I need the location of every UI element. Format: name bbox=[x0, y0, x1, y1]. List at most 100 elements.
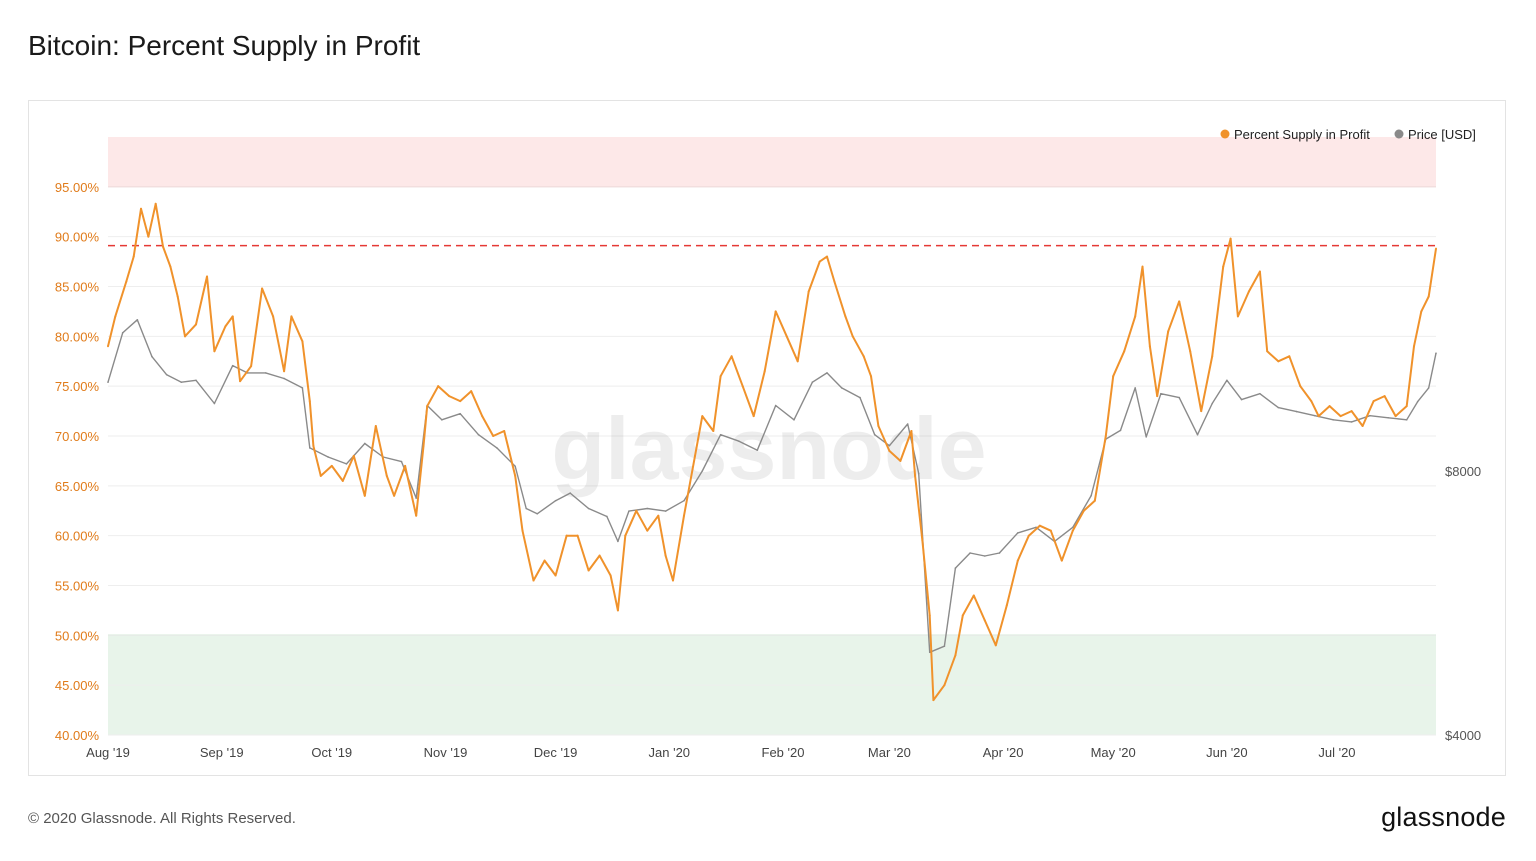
y-right-tick-label: $4000 bbox=[1445, 728, 1481, 743]
profit-point bbox=[352, 454, 355, 457]
profit-point bbox=[693, 454, 696, 457]
legend-marker bbox=[1394, 129, 1404, 139]
profit-point bbox=[107, 345, 109, 348]
price-point bbox=[906, 423, 909, 425]
price-point bbox=[1427, 387, 1430, 389]
y-tick-label: 75.00% bbox=[55, 379, 100, 394]
profit-point bbox=[785, 335, 788, 338]
profit-point bbox=[147, 235, 150, 238]
price-point bbox=[1226, 379, 1228, 382]
profit-point bbox=[1361, 425, 1364, 428]
profit-point bbox=[404, 464, 407, 467]
profit-point bbox=[833, 280, 836, 283]
price-point bbox=[136, 318, 139, 321]
profit-point bbox=[943, 684, 946, 687]
price-point bbox=[793, 419, 795, 421]
price-point bbox=[1295, 410, 1298, 413]
price-point bbox=[1211, 402, 1214, 405]
profit-point bbox=[1229, 237, 1232, 240]
profit-point bbox=[609, 574, 612, 577]
profit-point bbox=[272, 315, 275, 318]
profit-point bbox=[763, 370, 766, 373]
price-point bbox=[1072, 526, 1074, 529]
profit-point bbox=[301, 340, 304, 343]
price-point bbox=[774, 404, 777, 407]
profit-point bbox=[851, 335, 854, 338]
price-point bbox=[1277, 406, 1280, 409]
profit-point bbox=[1339, 415, 1342, 418]
price-point bbox=[569, 492, 572, 494]
y-tick-label: 60.00% bbox=[55, 529, 100, 544]
price-point bbox=[738, 440, 740, 443]
price-point bbox=[213, 402, 216, 405]
price-point bbox=[1134, 387, 1136, 389]
profit-point bbox=[1027, 534, 1030, 537]
price-point bbox=[756, 449, 759, 451]
legend-marker bbox=[1220, 129, 1230, 139]
profit-point bbox=[283, 370, 286, 373]
profit-point bbox=[195, 323, 198, 326]
profit-point bbox=[1049, 529, 1052, 532]
price-point bbox=[1405, 419, 1408, 421]
profit-point bbox=[664, 554, 667, 557]
legend-item-profit: Percent Supply in Profit bbox=[1220, 127, 1370, 142]
price-point bbox=[1016, 532, 1019, 534]
y-tick-label: 65.00% bbox=[55, 479, 100, 494]
copyright-text: © 2020 Glassnode. All Rights Reserved. bbox=[28, 810, 296, 827]
chart-svg: 40.00% 45.00% 50.00% 55.00% 60.00% 65.00% 70.0… bbox=[55, 127, 1481, 760]
profit-point bbox=[154, 202, 157, 205]
price-point bbox=[811, 381, 814, 384]
profit-point bbox=[437, 385, 440, 388]
price-point bbox=[283, 377, 285, 380]
profit-point bbox=[448, 395, 451, 398]
profit-point bbox=[1405, 405, 1408, 408]
profit-point bbox=[554, 574, 557, 577]
profit-point bbox=[132, 255, 135, 258]
profit-point bbox=[1141, 265, 1144, 268]
price-point bbox=[231, 364, 234, 367]
profit-point bbox=[239, 380, 242, 383]
profit-point bbox=[877, 425, 880, 428]
profit-point bbox=[983, 619, 986, 622]
profit-point bbox=[514, 474, 517, 477]
profit-point bbox=[224, 325, 227, 328]
profit-point bbox=[914, 474, 917, 477]
x-tick-label: Jun '20 bbox=[1206, 745, 1248, 760]
profit-point bbox=[565, 534, 568, 537]
profit-point bbox=[532, 579, 535, 582]
legend: Percent Supply in Profit Price [USD] bbox=[1220, 127, 1476, 142]
price-point bbox=[664, 510, 667, 512]
profit-point bbox=[312, 444, 315, 447]
profit-point bbox=[752, 415, 755, 418]
price-point bbox=[1369, 414, 1371, 417]
profit-point bbox=[290, 315, 293, 318]
price-point bbox=[121, 331, 124, 334]
x-tick-label: May '20 bbox=[1091, 745, 1136, 760]
legend-label: Percent Supply in Profit bbox=[1234, 127, 1370, 142]
profit-point bbox=[261, 287, 264, 290]
price-point bbox=[888, 444, 891, 447]
brand-logo: glassnode bbox=[1381, 802, 1506, 832]
profit-point bbox=[1123, 350, 1126, 353]
profit-point bbox=[1071, 529, 1074, 532]
profit-point bbox=[774, 310, 777, 313]
price-point bbox=[646, 507, 649, 510]
y-tick-label: 55.00% bbox=[55, 579, 100, 594]
price-point bbox=[165, 373, 168, 376]
profit-point bbox=[415, 514, 418, 517]
profit-point bbox=[1435, 247, 1437, 250]
y-tick-label: 70.00% bbox=[55, 429, 100, 444]
profit-point bbox=[492, 435, 495, 437]
profit-point bbox=[1082, 509, 1085, 512]
profit-point bbox=[1148, 345, 1151, 348]
profit-point bbox=[1211, 355, 1214, 358]
price-point bbox=[415, 497, 417, 499]
price-point bbox=[1435, 352, 1437, 354]
price-point bbox=[1314, 414, 1316, 417]
profit-point bbox=[125, 280, 128, 283]
price-point bbox=[719, 433, 722, 436]
profit-point bbox=[646, 529, 649, 532]
profit-point bbox=[954, 654, 957, 657]
price-point bbox=[683, 499, 685, 502]
price-point bbox=[928, 651, 931, 654]
